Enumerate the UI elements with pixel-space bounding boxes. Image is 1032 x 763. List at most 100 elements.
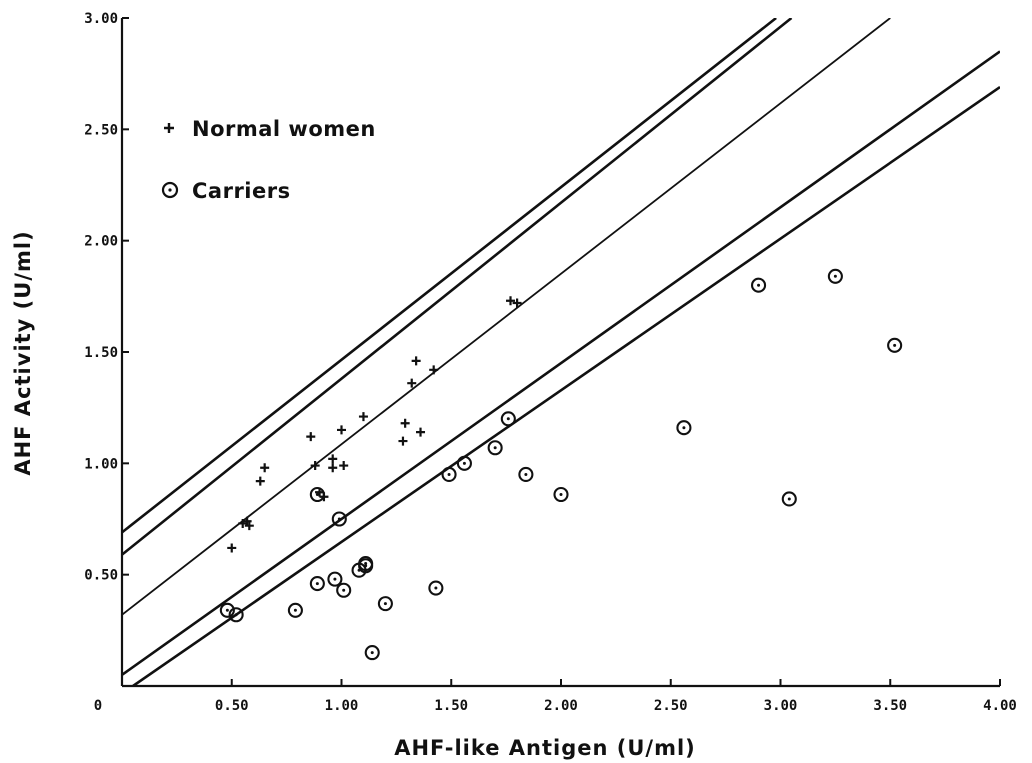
legend-circle-marker [161, 181, 179, 199]
carrier-point-dot [757, 283, 761, 287]
carrier-point-ring [500, 411, 516, 427]
y-axis-ticks: 0.50 1.00 1.50 2.00 2.50 3.00 [84, 11, 129, 584]
carrier-point-dot [315, 493, 319, 497]
carrier-point [219, 602, 235, 618]
y-axis-title: AHF Activity (U/ml) [11, 230, 35, 475]
carrier-point-ring [358, 555, 374, 572]
carrier-point-ring [336, 582, 352, 598]
x-tick-label: 0 [94, 698, 102, 714]
carrier-point [428, 580, 444, 596]
carrier-point-dot [787, 497, 791, 501]
carrier-point-ring [553, 486, 569, 503]
carrier-point-ring [887, 337, 903, 353]
carrier-point-dot [293, 608, 297, 612]
carrier-point [309, 576, 325, 592]
carrier-point-ring [676, 420, 692, 436]
carrier-point [441, 466, 457, 483]
carrier-point-ring [364, 645, 380, 661]
carrier-point [781, 491, 797, 507]
normal-women-point [328, 463, 338, 473]
carrier-point-dot [370, 651, 374, 655]
legend-item-carriers: Carriers [161, 179, 290, 203]
y-tick-label: 2.50 [84, 122, 118, 138]
carrier-point [676, 420, 692, 436]
carrier-point-ring [428, 580, 444, 596]
carrier-point-dot [833, 274, 837, 278]
carrier-point [487, 440, 503, 456]
carrier-point-dot [493, 446, 497, 450]
carrier-point-ring [827, 268, 843, 284]
x-tick-label: 3.00 [764, 698, 798, 714]
carrier-point-dot [315, 582, 319, 586]
carrier-point-dot [893, 343, 897, 347]
carrier-point-ring [750, 277, 767, 293]
carrier-point-ring [377, 596, 393, 612]
normal-women-point [328, 454, 338, 464]
normal-women-point [411, 356, 421, 366]
carrier-point-dot [364, 562, 368, 566]
x-tick-label: 2.50 [654, 698, 688, 714]
carrier-point-dot [342, 588, 346, 592]
reference-line [132, 85, 1000, 686]
reference-lines [122, 18, 1000, 686]
x-axis-ticks: 0 0.50 1.00 1.50 2.00 2.50 3.00 3.50 4.00 [94, 679, 1017, 714]
legend-label-normal-women: Normal women [192, 117, 376, 141]
carrier-point-dot [559, 493, 563, 497]
normal-women-point [339, 461, 349, 471]
x-tick-label: 1.50 [434, 698, 468, 714]
normal-women-point [407, 378, 417, 388]
carrier-point-dot [234, 613, 238, 617]
carrier-point [827, 268, 843, 284]
reference-line [122, 18, 891, 616]
carrier-point-dot [434, 586, 438, 590]
carrier-point [456, 455, 472, 471]
normal-women-point [429, 365, 439, 375]
carrier-point-ring [331, 511, 347, 527]
carrier-point-ring [456, 455, 472, 471]
normal-women-point [306, 432, 316, 442]
normal-women-point [512, 298, 522, 308]
reference-line [122, 50, 1000, 676]
carrier-point-dot [682, 426, 686, 430]
carrier-point [327, 571, 343, 587]
x-axis-title: AHF-like Antigen (U/ml) [394, 736, 696, 760]
carrier-point [377, 596, 393, 612]
carrier-point-dot [333, 577, 337, 581]
carrier-point-dot [462, 461, 466, 465]
carrier-point-dot [364, 564, 368, 568]
y-tick-label: 1.00 [84, 456, 118, 472]
normal-women-point [244, 521, 254, 531]
x-tick-label: 4.00 [983, 698, 1017, 714]
carrier-point-ring [781, 491, 797, 507]
carrier-point-dot [337, 517, 341, 521]
normal-women-point [400, 418, 410, 428]
carrier-point-ring [309, 576, 325, 592]
legend: Normal women Carriers [161, 117, 376, 203]
x-tick-label: 2.00 [544, 698, 578, 714]
legend-plus-marker [164, 123, 174, 133]
carrier-point-dot [383, 602, 387, 606]
carrier-point-ring [487, 440, 503, 456]
carrier-point [364, 645, 380, 661]
normal-women-point [227, 543, 237, 553]
carrier-point-dot [225, 608, 229, 612]
normal-women-point [416, 427, 426, 437]
carrier-point-dot [506, 417, 510, 421]
carrier-point [309, 486, 325, 503]
normal-women-point [506, 296, 516, 306]
carrier-point [228, 607, 244, 623]
carrier-point-dot [447, 472, 451, 476]
y-tick-label: 2.00 [84, 234, 118, 250]
carrier-point [500, 411, 516, 427]
normal-women-point [358, 412, 368, 422]
carrier-point-ring [441, 466, 457, 483]
x-tick-label: 3.50 [873, 698, 907, 714]
legend-circle-dot [168, 188, 172, 192]
carrier-point-ring [228, 607, 244, 623]
y-tick-label: 1.50 [84, 345, 118, 361]
x-tick-label: 1.00 [325, 698, 359, 714]
carrier-point [750, 277, 767, 293]
carrier-point [331, 511, 347, 527]
legend-item-normal-women: Normal women [164, 117, 376, 141]
